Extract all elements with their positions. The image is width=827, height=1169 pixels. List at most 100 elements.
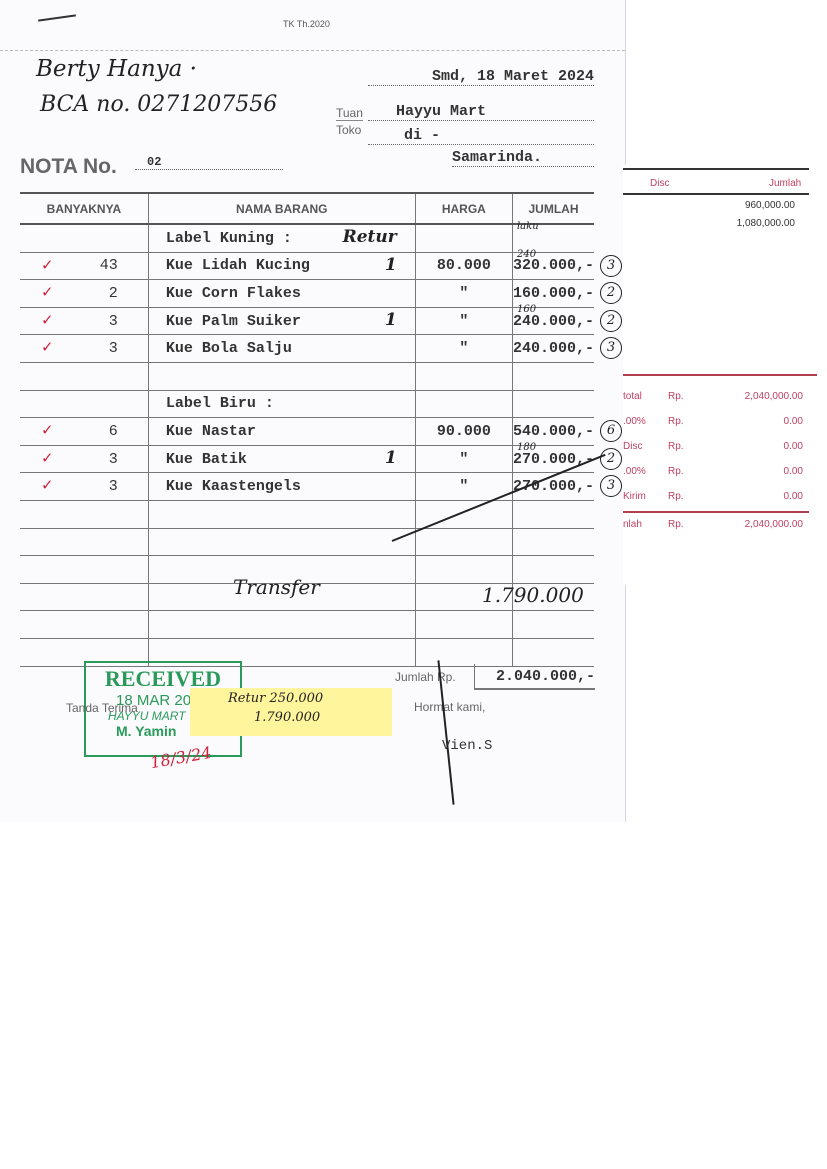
side-summary-label: total [623, 391, 642, 402]
tanda-terima-label: Tanda Terima [66, 701, 138, 715]
jumlah: 240.000,- [512, 312, 594, 330]
name-cell: Kue Nastar [148, 417, 416, 446]
name-cell [148, 555, 416, 584]
checkmark-icon: ✓ [42, 339, 53, 359]
item-name: Label Kuning : [165, 229, 292, 247]
divider [623, 193, 809, 195]
divider [623, 511, 809, 513]
retur-note: 1 [384, 309, 397, 330]
jumlah-cell: 160.000,- 2 [512, 279, 622, 308]
side-summary-value: 0.00 [783, 416, 803, 427]
item-name: Kue Palm Suiker [165, 312, 301, 330]
name-cell [148, 528, 416, 557]
qty-cell [20, 390, 149, 419]
harga-cell [415, 638, 513, 667]
jumlah-cell: 240.000,- 3 [512, 334, 622, 363]
harga-cell: " [415, 472, 513, 501]
sticky-note: Retur 250.000 1.790.000 [190, 688, 392, 736]
checkmark-icon: ✓ [42, 311, 53, 331]
handwritten-account: BCA no. 0271207556 [40, 92, 278, 117]
harga-cell [415, 224, 513, 253]
nota-number: 02 [135, 155, 283, 170]
table-row [20, 528, 594, 557]
name-cell [148, 500, 416, 529]
side-grand-value: 2,040,000.00 [744, 519, 803, 530]
qty-cell [20, 583, 149, 612]
table-row [20, 362, 594, 391]
jumlah: 160.000,- [512, 284, 594, 302]
qty-cell [20, 610, 149, 639]
name-cell: Kue Kaastengels [148, 472, 416, 501]
table-row [20, 583, 594, 612]
jumlah-cell [512, 610, 594, 639]
qty-cell: ✓ 6 [20, 417, 149, 446]
name-cell [148, 610, 416, 639]
side-summary-cur: Rp. [668, 391, 684, 402]
side-summary-label: Kirim [623, 491, 646, 502]
qty: 3 [108, 450, 118, 468]
side-summary-value: 0.00 [783, 466, 803, 477]
side-summary-value: 0.00 [783, 441, 803, 452]
qty-cell: ✓ 3 [20, 334, 149, 363]
qty: 6 [108, 422, 118, 440]
side-summary-label: .00% [623, 466, 646, 477]
qty-cell: ✓ 3 [20, 472, 149, 501]
name-cell: Label Kuning : Retur [148, 224, 416, 253]
jumlah-cell [512, 362, 594, 391]
jumlah: 540.000,- [512, 422, 594, 440]
circled-count: 6 [600, 420, 622, 443]
jumlah: 270.000,- [512, 478, 594, 496]
jumlah-cell [512, 583, 594, 612]
stamp-store: HAYYU MART [108, 709, 186, 723]
name-cell: Kue Batik 1 [148, 445, 416, 474]
jumlah-cell: 270.000,- 3 [512, 472, 622, 501]
jumlah-cell [512, 500, 594, 529]
qty-cell [20, 555, 149, 584]
stamp-title: RECEIVED [104, 666, 222, 691]
sticky-line-1: Retur 250.000 [228, 691, 324, 706]
qty-cell [20, 362, 149, 391]
side-summary-value: 0.00 [783, 491, 803, 502]
circled-count: 3 [600, 254, 622, 277]
jumlah: 240.000,- [512, 340, 594, 358]
divider [623, 168, 809, 170]
qty-cell: ✓ 3 [20, 445, 149, 474]
total-label: Jumlah Rp. [395, 670, 456, 684]
item-name: Kue Kaastengels [165, 478, 301, 496]
jumlah-cell: 540.000,- 6 [512, 417, 622, 446]
item-name: Kue Bola Salju [165, 340, 292, 358]
side-grand-cur: Rp. [668, 519, 684, 530]
side-summary-value: 2,040,000.00 [744, 391, 803, 402]
invoice-paper: TK Th.2020 Berty Hanya · BCA no. 0271207… [0, 0, 626, 822]
qty-cell [20, 500, 149, 529]
customer-di: di - [368, 127, 594, 145]
checkmark-icon: ✓ [42, 477, 53, 497]
circled-count: 2 [600, 309, 622, 332]
circled-count: 3 [600, 337, 622, 360]
qty-cell [20, 224, 149, 253]
side-summary-cur: Rp. [668, 491, 684, 502]
col-harga: HARGA [415, 192, 513, 225]
table-row [20, 500, 594, 529]
jumlah-cell [512, 638, 594, 667]
customer-city: Samarinda. [452, 149, 594, 167]
qty-cell: ✓ 2 [20, 279, 149, 308]
name-cell [148, 362, 416, 391]
harga-cell: " [415, 334, 513, 363]
handwritten-note: 160 [516, 303, 537, 315]
invoice-date: Smd, 18 Maret 2024 [368, 68, 594, 86]
side-grand-label: nlah [623, 519, 642, 530]
harga-cell [415, 362, 513, 391]
side-summary-label: .00% [623, 416, 646, 427]
table-row: ✓ 3 Kue Batik 1 " 180 270.000,- 2 [20, 442, 622, 474]
qty: 3 [108, 312, 118, 330]
stamp-name: M. Yamin [116, 723, 177, 739]
jumlah: 270.000,- [512, 450, 594, 468]
tuan-label: Tuan [336, 106, 363, 121]
item-name: Kue Lidah Kucing [165, 257, 310, 275]
item-name: Kue Corn Flakes [165, 284, 301, 302]
table-row [20, 610, 594, 639]
items-table: BANYAKNYA NAMA BARANG HARGA JUMLAH Label… [20, 192, 622, 667]
harga-cell [415, 610, 513, 639]
table-row [20, 555, 594, 584]
